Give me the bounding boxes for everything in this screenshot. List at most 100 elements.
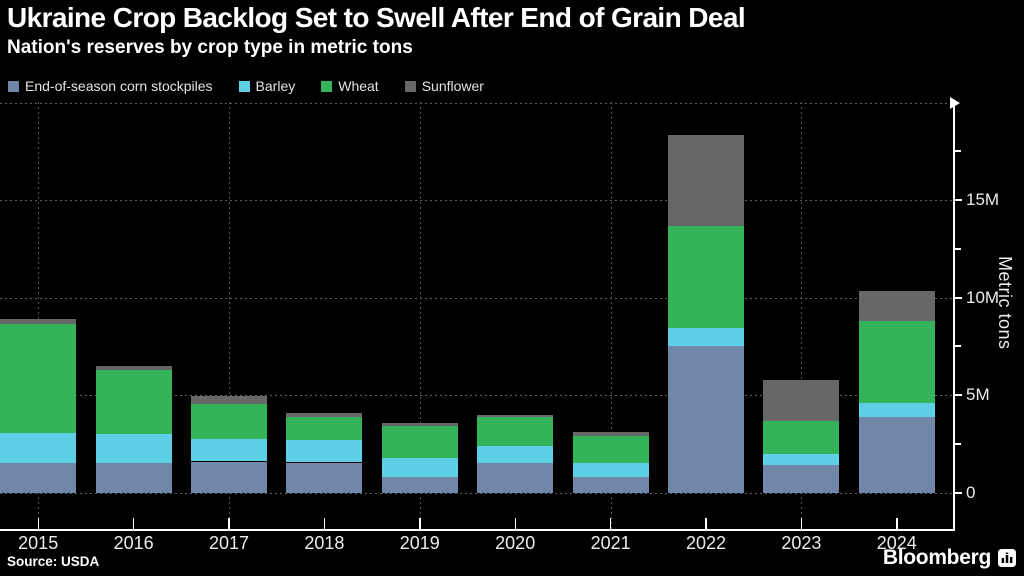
legend-item: Sunflower — [404, 78, 484, 94]
gridline-vertical — [38, 102, 40, 529]
x-axis-line — [0, 528, 955, 531]
x-axis-tick — [132, 518, 135, 529]
bar-segment-sunflower-2017 — [191, 396, 267, 404]
legend-item: Barley — [238, 78, 296, 94]
chart-subtitle: Nation's reserves by crop type in metric… — [7, 37, 413, 58]
chart-title: Ukraine Crop Backlog Set to Swell After … — [7, 2, 746, 33]
bar-segment-wheat-2020 — [477, 416, 554, 446]
bar-segment-sunflower-2024 — [858, 290, 935, 321]
x-axis-tick-label: 2023 — [781, 533, 822, 553]
x-axis-tick — [800, 518, 803, 529]
bar-segment-wheat-2019 — [381, 426, 458, 458]
y-axis-tick-label: 5M — [966, 385, 990, 405]
bar-segment-wheat-2015 — [0, 323, 77, 434]
bar-segment-barley-2021 — [572, 463, 649, 478]
bloomberg-logo: Bloomberg — [883, 546, 1016, 570]
legend-label: End-of-season corn stockpiles — [25, 78, 213, 94]
bar-segment-sunflower-2022 — [668, 134, 744, 227]
bar-segment-barley-2015 — [0, 433, 77, 464]
y-axis-minor-tick — [953, 150, 961, 153]
bar-segment-corn-2021 — [572, 477, 649, 493]
bar-segment-sunflower-2015 — [0, 319, 77, 324]
legend-swatch-icon — [404, 80, 416, 92]
bar-segment-barley-2018 — [286, 440, 363, 463]
legend-item: End-of-season corn stockpiles — [8, 78, 213, 94]
legend-label: Sunflower — [421, 78, 484, 94]
gridline-horizontal-zero — [0, 492, 953, 494]
x-axis-tick-label: 2017 — [208, 533, 250, 553]
gridline-vertical — [610, 102, 612, 529]
bar-segment-wheat-2018 — [286, 416, 363, 440]
x-axis-tick — [514, 518, 516, 529]
bar-segment-wheat-2016 — [95, 369, 172, 435]
x-axis-tick — [37, 518, 39, 529]
legend-item: Wheat — [321, 78, 379, 94]
y-axis-line — [953, 102, 955, 531]
bar-segment-sunflower-2019 — [381, 423, 458, 427]
y-axis-tick-label: 15M — [966, 190, 1000, 209]
source-label: Source: USDA — [7, 554, 100, 569]
x-axis-tick — [323, 518, 326, 529]
y-axis-tick-label: 0 — [966, 482, 976, 502]
legend-label: Barley — [255, 78, 296, 94]
legend-swatch-icon — [238, 80, 250, 92]
bar-segment-corn-2024 — [858, 416, 935, 493]
bar-segment-corn-2019 — [381, 477, 458, 493]
x-axis-tick-label: 2021 — [590, 533, 631, 553]
bar-segment-wheat-2024 — [858, 321, 935, 403]
bar-segment-corn-2020 — [477, 463, 554, 493]
bar-segment-sunflower-2018 — [286, 412, 363, 417]
bar-segment-wheat-2017 — [191, 403, 267, 439]
bar-segment-sunflower-2023 — [763, 379, 840, 421]
bar-segment-barley-2022 — [668, 327, 744, 347]
gridline-horizontal — [0, 395, 953, 397]
bar-segment-corn-2023 — [763, 465, 840, 493]
bar-segment-barley-2023 — [763, 453, 840, 466]
x-axis-tick-label: 2024 — [876, 533, 917, 553]
bloomberg-wordmark: Bloomberg — [882, 546, 991, 569]
y-axis-title: Metric tons — [995, 256, 1015, 350]
bar-segment-barley-2020 — [477, 445, 554, 464]
x-axis-tick — [896, 518, 898, 529]
gridline-horizontal — [0, 102, 953, 104]
x-axis-tick — [705, 518, 707, 529]
bar-segment-wheat-2023 — [763, 420, 840, 454]
x-axis-tick-label: 2016 — [113, 533, 154, 553]
bar-segment-corn-2016 — [95, 463, 172, 493]
y-axis-tick — [953, 394, 962, 397]
gridline-horizontal — [0, 297, 953, 299]
bar-segment-barley-2019 — [381, 457, 458, 478]
bar-segment-corn-2017 — [191, 461, 267, 493]
gridline-vertical — [229, 102, 230, 529]
y-axis-tick — [953, 296, 962, 299]
y-axis-minor-tick — [953, 442, 961, 445]
bar-segment-wheat-2021 — [572, 436, 649, 464]
gridline-vertical — [419, 102, 421, 529]
y-axis-tick — [953, 491, 962, 494]
x-axis-tick — [228, 518, 230, 529]
x-axis-tick-label: 2015 — [18, 533, 59, 553]
x-axis-tick-label: 2018 — [304, 533, 345, 553]
y-axis-tick-label: 10M — [966, 287, 1000, 307]
legend-label: Wheat — [338, 78, 379, 94]
y-axis-minor-tick — [953, 345, 961, 348]
bar-segment-barley-2016 — [95, 434, 172, 464]
legend: End-of-season corn stockpiles Barley Wheat… — [8, 78, 484, 94]
x-axis-tick-label: 2022 — [685, 533, 727, 553]
bar-segment-wheat-2022 — [668, 226, 744, 328]
gridline-vertical — [801, 102, 803, 529]
legend-swatch-icon — [321, 80, 333, 92]
bar-segment-corn-2018 — [286, 462, 363, 493]
x-axis-tick-label: 2020 — [495, 533, 536, 553]
bar-segment-barley-2017 — [191, 439, 267, 462]
bar-segment-sunflower-2016 — [95, 365, 172, 370]
x-axis-tick — [419, 518, 421, 529]
x-axis-tick — [609, 518, 612, 529]
x-axis-tick-label: 2019 — [399, 533, 440, 553]
bar-segment-sunflower-2021 — [572, 432, 649, 437]
bar-segment-corn-2022 — [668, 346, 744, 493]
y-axis-tick — [953, 199, 962, 201]
bar-segment-sunflower-2020 — [477, 414, 554, 417]
